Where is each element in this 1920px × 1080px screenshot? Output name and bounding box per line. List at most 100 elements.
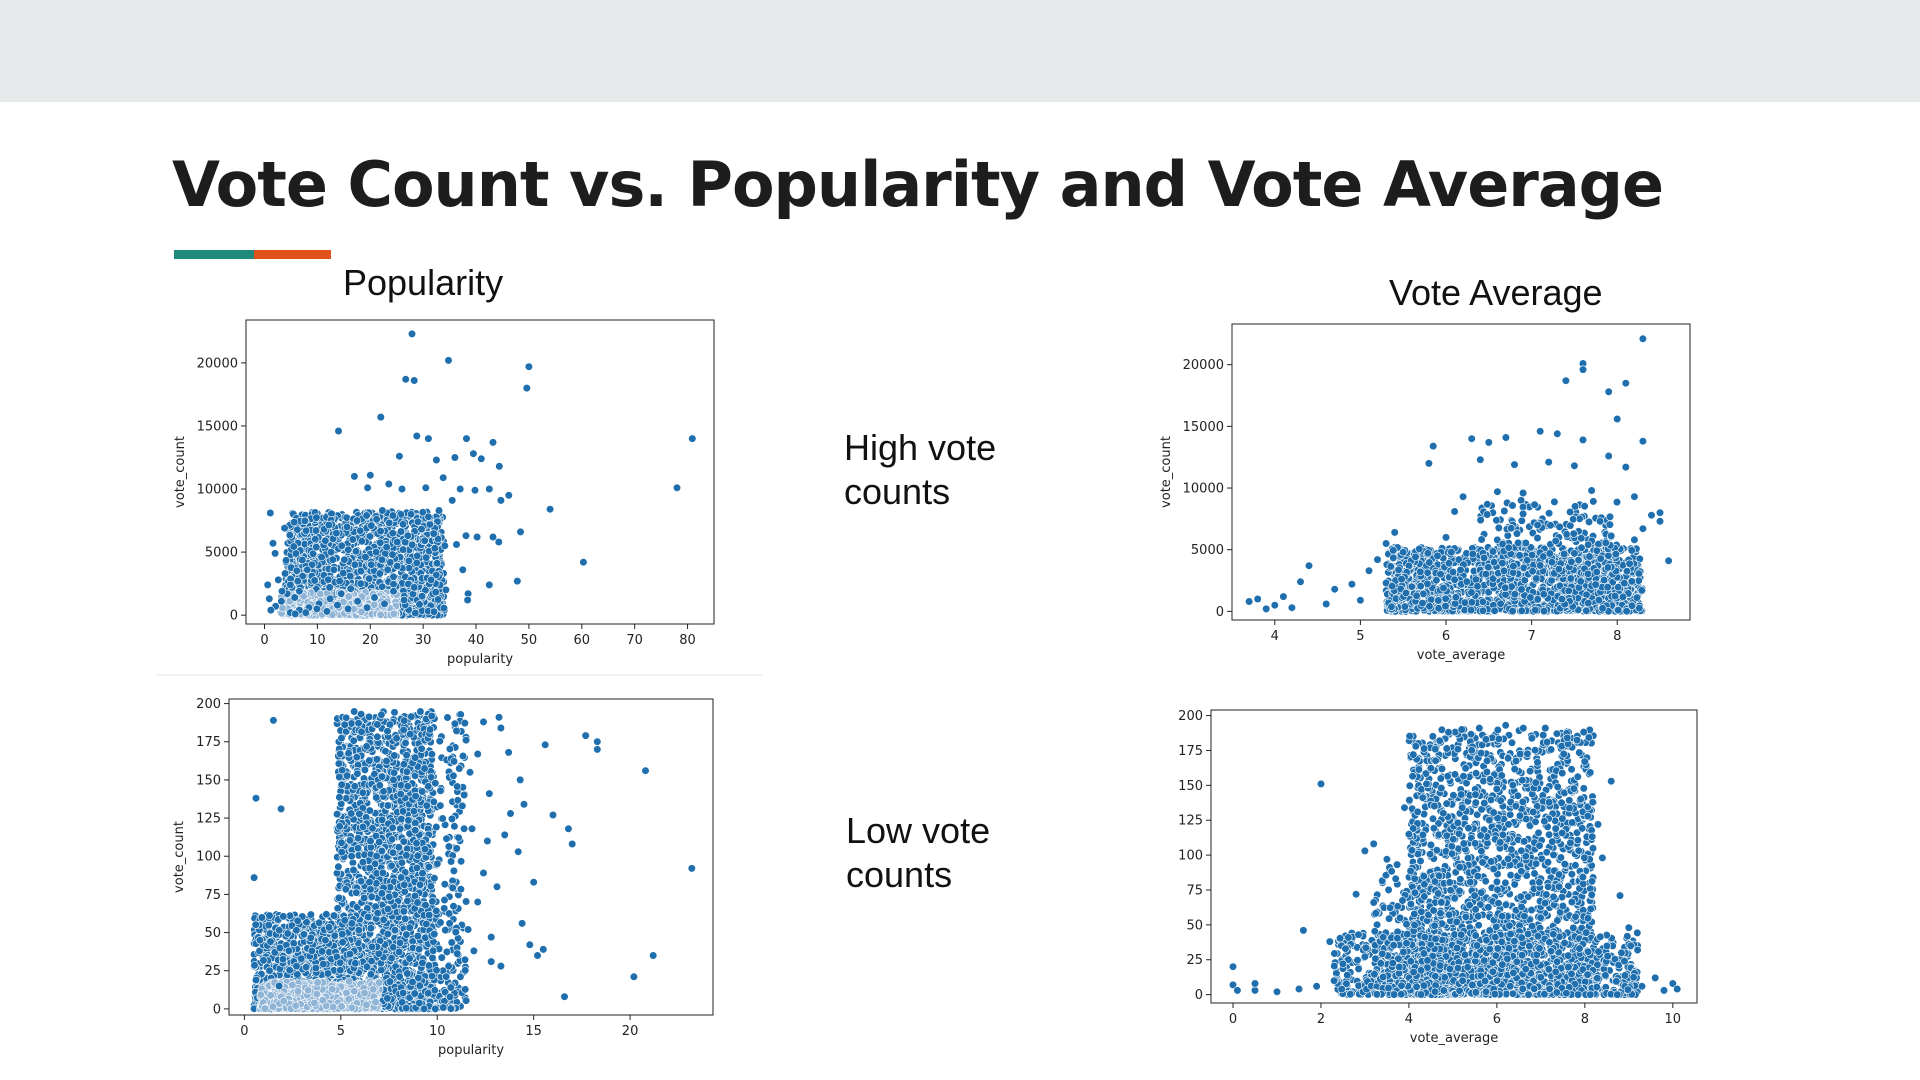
scatter-point-cluster bbox=[385, 518, 394, 527]
scatter-point bbox=[1467, 434, 1476, 443]
scatter-point-cluster bbox=[1574, 556, 1583, 565]
scatter-point-cluster bbox=[1423, 568, 1432, 577]
scatter-point-cluster bbox=[1622, 567, 1632, 576]
scatter-point-cluster bbox=[1439, 583, 1448, 593]
scatter-point bbox=[346, 584, 355, 593]
scatter-point-cluster bbox=[1425, 558, 1434, 567]
scatter-point-cluster bbox=[1600, 575, 1609, 585]
scatter-point bbox=[672, 483, 682, 492]
scatter-point bbox=[1596, 517, 1605, 526]
scatter-point-cluster bbox=[1622, 607, 1631, 616]
scatter-point bbox=[1655, 508, 1665, 517]
scatter-point bbox=[325, 583, 334, 592]
scatter-point bbox=[293, 577, 302, 586]
scatter-point bbox=[1373, 555, 1382, 564]
scatter-point-cluster bbox=[1434, 604, 1443, 613]
scatter-point bbox=[1484, 438, 1493, 447]
scatter-point-cluster bbox=[1627, 577, 1637, 586]
scatter-point-cluster bbox=[1604, 551, 1613, 560]
y-axis-label: vote_count bbox=[1159, 436, 1174, 508]
scatter-point-cluster bbox=[1601, 538, 1610, 547]
scatter-point bbox=[488, 532, 498, 542]
scatter-point-cluster bbox=[285, 531, 294, 540]
scatter-point-cluster bbox=[434, 595, 443, 604]
scatter-point bbox=[365, 574, 374, 583]
scatter-point bbox=[1493, 487, 1502, 496]
scatter-point bbox=[1587, 486, 1596, 495]
scatter-point-cluster bbox=[1468, 549, 1477, 559]
scatter-point-cluster bbox=[1451, 593, 1461, 602]
scatter-point-cluster bbox=[396, 527, 406, 536]
scatter-point bbox=[1664, 556, 1673, 565]
scatter-point bbox=[410, 376, 419, 385]
scatter-point-cluster bbox=[1603, 583, 1612, 592]
scatter-point-cluster bbox=[1592, 567, 1601, 577]
scatter-point bbox=[473, 532, 482, 542]
scatter-point bbox=[393, 537, 402, 547]
scatter-point bbox=[317, 553, 326, 562]
scatter-point-cluster bbox=[1607, 531, 1616, 540]
scatter-point bbox=[265, 594, 274, 603]
scatter-point-cluster bbox=[1394, 565, 1403, 574]
scatter-point-cluster bbox=[1387, 602, 1396, 611]
scatter-point-cluster bbox=[429, 607, 439, 616]
scatter-point bbox=[303, 565, 312, 574]
scatter-point-cluster bbox=[1412, 591, 1421, 600]
y-axis-label: vote_count bbox=[173, 436, 188, 508]
scatter-point-cluster bbox=[289, 542, 298, 551]
scatter-point bbox=[1570, 549, 1579, 558]
x-tick-label: 7 bbox=[1527, 629, 1535, 644]
scatter-point-cluster bbox=[1432, 576, 1441, 585]
scatter-point bbox=[277, 587, 287, 596]
scatter-point-cluster bbox=[1441, 594, 1450, 603]
scatter-point-cluster bbox=[408, 540, 417, 549]
scatter-point bbox=[439, 473, 448, 482]
scatter-point-cluster bbox=[1467, 588, 1476, 597]
scatter-point-cluster bbox=[290, 518, 299, 527]
scatter-point bbox=[469, 449, 478, 458]
scatter-point-cluster bbox=[1480, 553, 1489, 562]
scatter-point-cluster bbox=[1532, 574, 1541, 583]
scatter-point bbox=[456, 484, 465, 494]
scatter-point bbox=[448, 496, 457, 505]
scatter-point-cluster bbox=[1533, 533, 1542, 543]
scatter-point-cluster bbox=[1473, 582, 1482, 591]
scatter-point bbox=[420, 536, 429, 545]
scatter-point bbox=[337, 589, 346, 598]
scatter-point bbox=[1604, 387, 1613, 396]
scatter-point-cluster bbox=[1546, 521, 1555, 530]
scatter-point-cluster bbox=[1434, 596, 1443, 605]
scatter-point bbox=[1296, 577, 1305, 586]
scatter-point-cluster bbox=[1545, 509, 1554, 518]
scatter-point-cluster bbox=[309, 549, 318, 558]
scatter-point bbox=[432, 455, 441, 465]
x-tick-label: 5 bbox=[1356, 629, 1364, 644]
scatter-point bbox=[1630, 535, 1639, 544]
scatter-point bbox=[1364, 566, 1374, 575]
scatter-point bbox=[274, 575, 283, 585]
scatter-point-cluster bbox=[1483, 500, 1492, 509]
scatter-point bbox=[337, 541, 346, 550]
scatter-point bbox=[513, 577, 522, 586]
scatter-point bbox=[389, 587, 398, 596]
scatter-point-cluster bbox=[1401, 588, 1411, 598]
x-tick-label: 10 bbox=[309, 633, 326, 648]
scatter-points bbox=[263, 329, 697, 620]
scatter-point-cluster bbox=[365, 532, 374, 541]
scatter-point bbox=[312, 604, 321, 614]
scatter-point bbox=[1382, 539, 1391, 548]
scatter-point-cluster bbox=[1557, 595, 1567, 604]
scatter-point bbox=[1330, 585, 1339, 594]
chart-high-popularity: 0 10 20 30 40 50 60 70 8005000100001500020000pop… bbox=[173, 319, 715, 667]
scatter-point-cluster bbox=[1467, 605, 1476, 615]
scatter-point bbox=[367, 521, 376, 530]
scatter-point bbox=[295, 587, 304, 596]
low-vote-counts-line1: Low vote bbox=[846, 810, 991, 851]
plot-frame bbox=[245, 319, 715, 625]
scatter-point bbox=[496, 496, 506, 505]
scatter-point-cluster bbox=[1551, 536, 1560, 546]
scatter-point-dense bbox=[357, 607, 366, 617]
scatter-point-cluster bbox=[1467, 598, 1477, 607]
scatter-point bbox=[407, 329, 417, 339]
scatter-point-cluster bbox=[302, 526, 311, 535]
